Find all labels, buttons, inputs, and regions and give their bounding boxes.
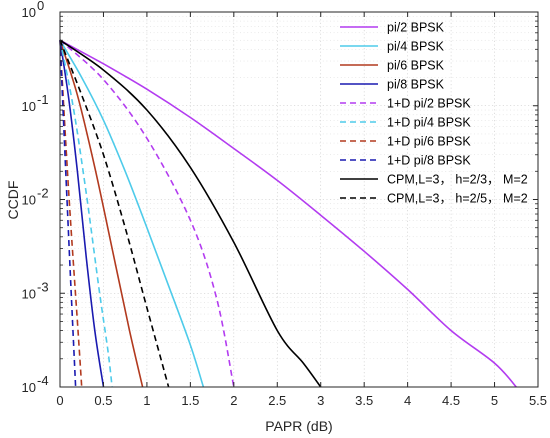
x-tick-label: 1.5 (181, 393, 199, 408)
series-lines (59, 39, 517, 388)
legend: pi/2 BPSK pi/4 BPSK pi/6 BPSK pi/8 BPSK 1+D … (340, 21, 528, 206)
y-tick-label: 10 (22, 286, 36, 301)
y-tick-label: 10 (22, 380, 36, 395)
y-tick-exponent: 0 (37, 0, 44, 13)
y-axis-label: CCDF (5, 181, 21, 220)
x-tick-label: 3.5 (355, 393, 373, 408)
series-line-3 (59, 39, 144, 388)
series-line-7 (59, 40, 83, 388)
legend-entry: 1+D pi/2 BPSK (387, 97, 471, 111)
y-tick-label: 10 (22, 193, 36, 208)
y-tick-exponent: -1 (37, 92, 49, 107)
x-axis-label: PAPR (dB) (265, 418, 332, 434)
x-tick-label: 2 (230, 393, 237, 408)
x-tick-label: 5 (491, 393, 498, 408)
legend-entry: 1+D pi/8 BPSK (387, 154, 471, 168)
y-tick-label: 10 (22, 5, 36, 20)
series-line-6 (59, 40, 113, 388)
y-tick-exponent: -4 (37, 373, 49, 388)
series-line-9 (59, 39, 322, 388)
legend-entry: 1+D pi/4 BPSK (387, 116, 471, 130)
series-line-5 (59, 39, 235, 388)
x-tick-label: 2.5 (268, 393, 286, 408)
x-tick-label: 4.5 (442, 393, 460, 408)
legend-entry: pi/4 BPSK (387, 40, 445, 54)
legend-entry: pi/8 BPSK (387, 78, 445, 92)
y-tick-exponent: -3 (37, 279, 49, 294)
x-tick-label: 3 (317, 393, 324, 408)
legend-entry: 1+D pi/6 BPSK (387, 135, 471, 149)
y-tick-exponent: -2 (37, 186, 49, 201)
series-line-2 (59, 39, 205, 388)
legend-entry: CPM,L=3， h=2/5， M=2 (387, 192, 528, 206)
legend-entry: pi/2 BPSK (387, 21, 445, 35)
x-tick-label: 0.5 (94, 393, 112, 408)
axis-ticks: 0 0.5 1 1.5 2 2.5 3 3.5 4 4.5 5 5.510 010 -110 -210 -31… (22, 0, 548, 408)
x-tick-label: 0 (56, 393, 63, 408)
x-tick-label: 5.5 (529, 393, 547, 408)
series-line-4 (59, 40, 105, 388)
x-tick-label: 4 (404, 393, 411, 408)
series-line-8 (59, 40, 77, 388)
legend-entry: CPM,L=3， h=2/3， M=2 (387, 173, 528, 187)
series-line-1 (59, 39, 517, 388)
x-tick-label: 1 (143, 393, 150, 408)
legend-entry: pi/6 BPSK (387, 59, 445, 73)
y-tick-label: 10 (22, 99, 36, 114)
